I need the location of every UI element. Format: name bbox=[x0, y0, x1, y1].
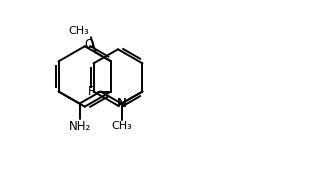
Text: N: N bbox=[117, 97, 126, 110]
Text: F: F bbox=[88, 85, 94, 98]
Text: CH₃: CH₃ bbox=[68, 26, 89, 36]
Text: NH₂: NH₂ bbox=[68, 121, 91, 134]
Text: N: N bbox=[117, 97, 126, 110]
Text: O: O bbox=[85, 38, 94, 51]
Text: CH₃: CH₃ bbox=[111, 121, 132, 131]
